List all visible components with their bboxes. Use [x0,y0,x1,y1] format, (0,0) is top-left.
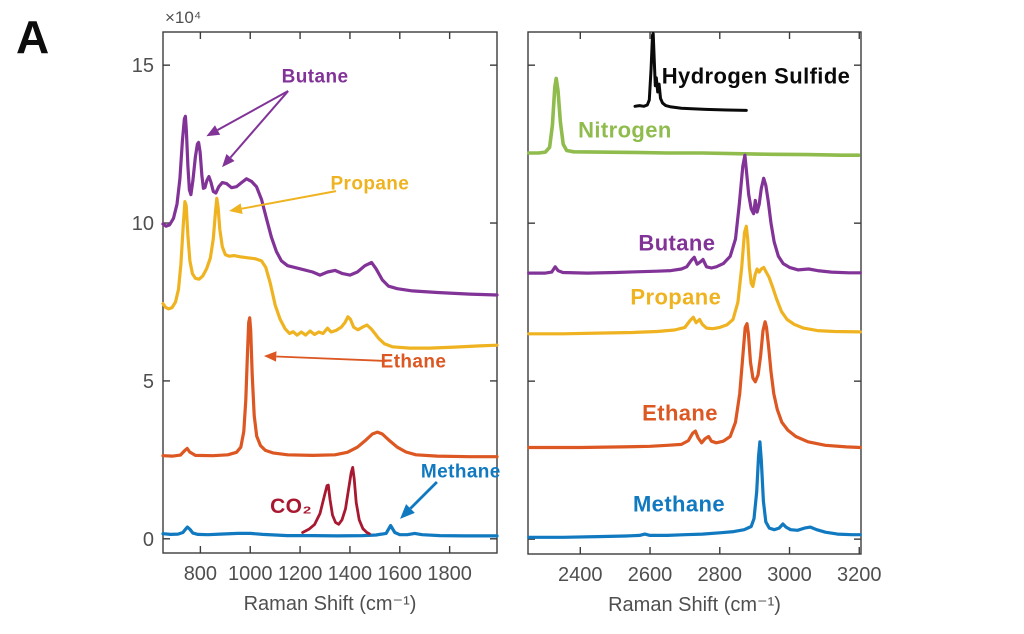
series-co2 [301,465,371,536]
series-butane [527,153,862,275]
left-axes-box [162,31,498,554]
series-propane [527,224,862,336]
annotation-arrow-line-3 [276,355,387,362]
annotation-label-butane: Butane [638,231,715,256]
x-tick-label: 2800 [698,564,743,586]
annotation-label-methane: Methane [421,461,501,482]
x-tick-label: 1400 [328,563,373,585]
annotation-arrow-line-4 [409,480,438,510]
left-panel: 800 1000 1200 1400 1600 1800 0 5 10 15 Raman Shift… [132,8,501,615]
y-tick-label: 15 [132,55,154,77]
annotation-label-co-: CO₂ [270,495,312,518]
annotation-arrowhead-1 [222,153,235,168]
series-hydrogen-sulfide [633,32,748,112]
series-ethane [527,320,862,450]
figure-panel-label: A [16,11,50,63]
right-axes-box [527,31,862,555]
x-tick-label: 2600 [628,564,673,586]
series-nitrogen [526,76,861,157]
annotation-label-propane: Propane [630,285,721,310]
x-tick-label: 1600 [378,563,423,585]
annotation-label-methane: Methane [633,492,725,517]
series-methane [527,440,862,539]
right-x-axis-label: Raman Shift (cm⁻¹) [608,594,781,616]
series-butane [161,114,499,297]
annotation-arrow-line-1 [229,90,289,159]
x-tick-label: 1000 [228,563,273,585]
series-propane [161,196,499,350]
annotation-label-butane: Butane [282,67,349,88]
y-tick-label: 0 [143,529,154,551]
annotation-label-propane: Propane [330,173,409,194]
annotation-arrow-line-0 [217,90,289,131]
x-tick-label: 3000 [767,564,812,586]
left-y-exponent-label: ×10⁴ [165,8,201,27]
annotation-arrowhead-0 [206,125,221,137]
left-x-axis-label: Raman Shift (cm⁻¹) [244,593,417,615]
annotation-label-hydrogen-sulfide: Hydrogen Sulfide [662,64,851,89]
y-tick-label: 5 [143,371,154,393]
right-panel: 2400 2600 2800 3000 3200 Raman Shift (cm⁻¹) Hy… [526,31,882,616]
x-tick-label: 1200 [278,563,323,585]
x-tick-label: 800 [184,563,217,585]
series-methane [161,523,499,538]
annotation-label-nitrogen: Nitrogen [578,118,672,143]
annotation-arrowhead-3 [263,351,277,362]
annotation-label-ethane: Ethane [642,401,718,426]
annotation-arrowhead-4 [400,504,415,519]
annotation-arrowhead-2 [229,203,243,214]
annotation-label-ethane: Ethane [381,351,447,372]
annotation-arrow-line-2 [241,190,337,210]
series-ethane [161,316,499,459]
x-tick-label: 3200 [837,564,882,586]
x-tick-label: 2400 [558,564,603,586]
y-tick-label: 10 [132,213,154,235]
x-tick-label: 1800 [427,563,472,585]
